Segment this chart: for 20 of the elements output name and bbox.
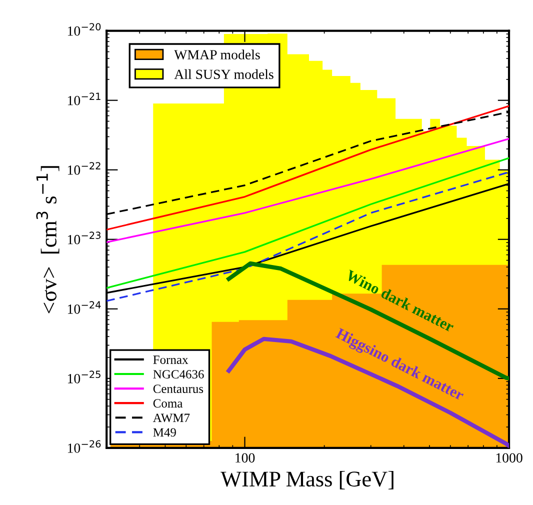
annotation: Wino dark matter (345, 269, 456, 332)
x-axis-title: WIMP Mass [GeV] (220, 470, 394, 490)
y-tick-label: 10$^{−22}$ (68, 162, 100, 175)
legend-label: Fornax (153, 356, 188, 364)
y-tick-label: 10$^{−25}$ (68, 370, 100, 384)
y-tick-label: 10$^{−21}$ (68, 92, 100, 106)
y-tick-label: 10$^{−23}$ (68, 232, 100, 244)
legend-label: Coma (153, 399, 183, 408)
legend-label: WMAP models (174, 50, 260, 60)
y-axis-title: <σv> [cm$^{3}$ s$^{−1}$] (36, 166, 60, 314)
y-tick-label: 10$^{−20}$ (68, 23, 101, 36)
legend-label: AWM7 (152, 414, 190, 422)
x-tick-label: 1000 (496, 453, 522, 463)
y-tick-label: 10$^{−24}$ (68, 301, 101, 314)
legend-label: NGC4636 (153, 370, 204, 378)
x-tick-label: 100 (236, 453, 255, 463)
legend-label: All SUSY models (174, 69, 274, 80)
legend-label: M49 (153, 428, 176, 437)
y-tick-label: 10$^{−26}$ (68, 440, 101, 453)
legend-label: Centaurus (153, 384, 204, 394)
